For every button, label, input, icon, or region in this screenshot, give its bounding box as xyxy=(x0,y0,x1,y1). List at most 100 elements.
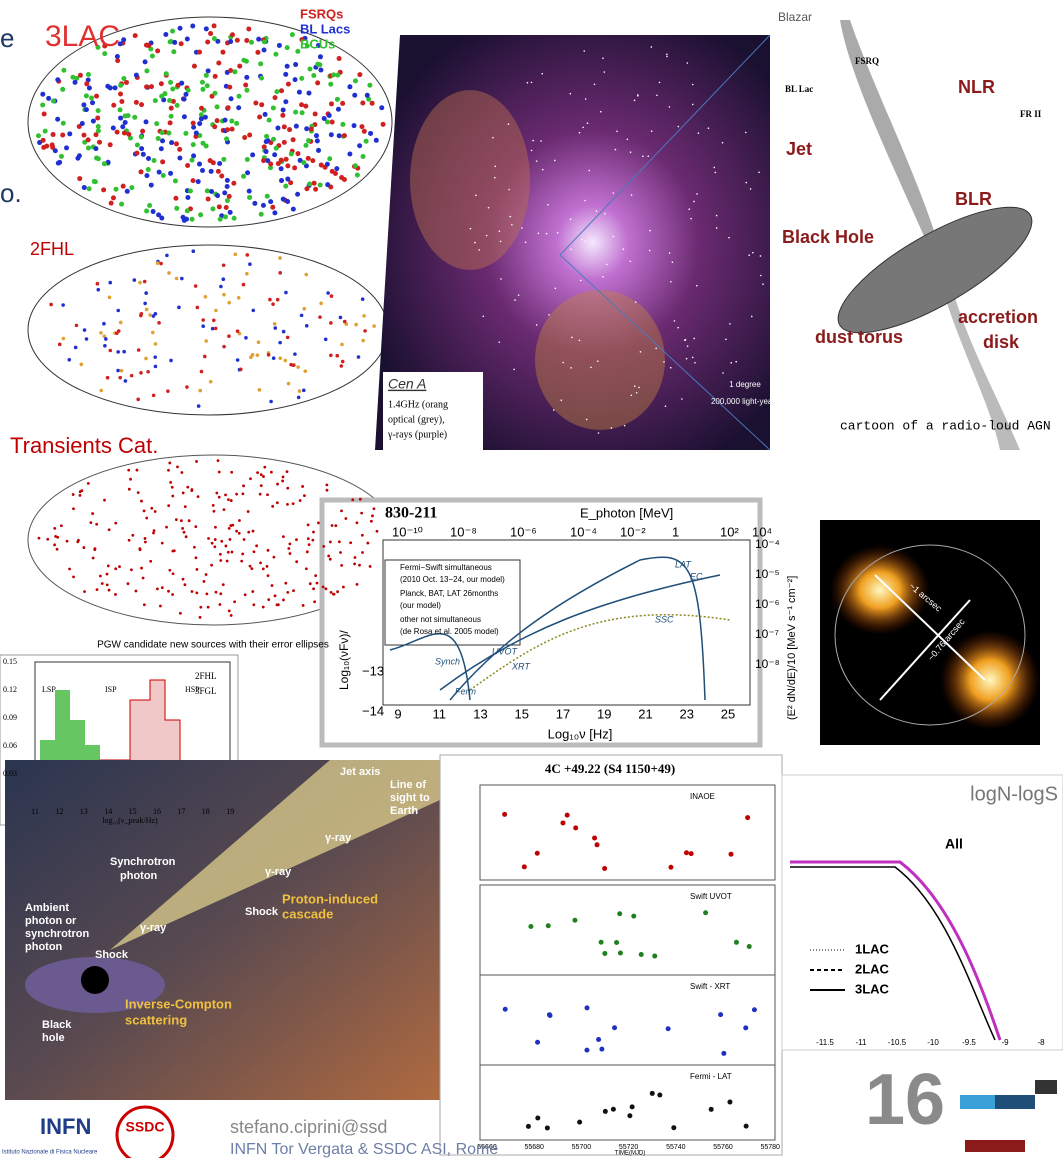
sky-dot xyxy=(156,261,160,265)
tick-label: 11 xyxy=(433,706,447,721)
sky-dot xyxy=(116,309,120,313)
sky-dot xyxy=(557,232,559,234)
sky-dot xyxy=(283,359,287,363)
sky-dot xyxy=(602,276,604,278)
sky-dot xyxy=(536,160,538,162)
sky-dot xyxy=(200,80,205,85)
sky-dot xyxy=(40,102,45,107)
sky-dot xyxy=(80,121,85,126)
deco-bar xyxy=(1035,1080,1057,1094)
sky-dot xyxy=(361,339,365,343)
sky-dot xyxy=(81,102,86,107)
sky-dot xyxy=(340,564,343,567)
sky-dot xyxy=(216,60,221,65)
sky-dot xyxy=(482,316,484,318)
radio-blob xyxy=(940,630,1040,730)
sky-dot xyxy=(358,564,361,567)
sky-dot xyxy=(280,113,285,118)
sky-dot xyxy=(197,50,202,55)
sky-dot xyxy=(169,114,174,119)
sky-dot xyxy=(108,296,112,300)
sky-dot xyxy=(318,315,322,319)
sky-dot xyxy=(222,583,225,586)
sky-dot xyxy=(239,368,243,372)
sky-dot xyxy=(145,517,148,520)
sky-dot xyxy=(327,113,332,118)
sky-dot xyxy=(587,122,589,124)
sky-dot xyxy=(341,360,345,364)
sky-dot xyxy=(214,538,217,541)
data-point xyxy=(546,923,551,928)
sky-dot xyxy=(226,105,231,110)
sky-dot xyxy=(546,233,548,235)
sky-dot xyxy=(276,298,280,302)
sky-dot xyxy=(326,291,330,295)
sky-dot xyxy=(219,553,222,556)
sky-dot xyxy=(638,387,640,389)
tick-label: 17 xyxy=(177,807,185,816)
tick-label: 14 xyxy=(104,807,112,816)
sky-dot xyxy=(235,38,240,43)
sky-dot xyxy=(181,527,184,530)
sky-dot xyxy=(267,353,271,357)
panel-label: INAOE xyxy=(690,792,715,801)
sky-dot xyxy=(687,345,689,347)
sky-dot xyxy=(159,216,164,221)
logo-text: INFN xyxy=(40,1114,91,1139)
sky-dot xyxy=(597,360,599,362)
sky-dot xyxy=(349,541,352,544)
sky-dot xyxy=(279,178,284,183)
sky-dot xyxy=(56,548,59,551)
sky-dot xyxy=(313,111,318,116)
region-label: LSP xyxy=(42,685,56,694)
sky-dot xyxy=(329,558,332,561)
curve-label: SSC xyxy=(655,614,674,624)
sky-dot xyxy=(514,299,516,301)
sky-dot xyxy=(230,471,233,474)
sky-dot xyxy=(91,119,96,124)
sky-dot xyxy=(134,100,139,105)
diagram-label: photon xyxy=(120,870,158,882)
sky-dot xyxy=(81,133,86,138)
sky-dot xyxy=(259,493,262,496)
sky-dot xyxy=(196,179,201,184)
sky-dot xyxy=(159,605,162,608)
sky-dot xyxy=(264,149,269,154)
sky-dot xyxy=(686,358,688,360)
sky-dot xyxy=(340,122,345,127)
caption: γ-rays (purple) xyxy=(387,429,447,440)
sky-dot xyxy=(228,68,233,73)
sky-dot xyxy=(174,206,179,211)
diagram-label: Synchrotron xyxy=(110,856,176,868)
tick-label: 10² xyxy=(720,524,739,539)
sky-dot xyxy=(299,76,304,81)
sky-dot xyxy=(262,475,265,478)
sky-dot xyxy=(281,108,286,113)
sky-dot xyxy=(642,155,644,157)
sky-dot xyxy=(225,127,230,132)
sky-dot xyxy=(322,545,325,548)
sky-dot xyxy=(96,124,101,129)
sky-dot xyxy=(594,84,596,86)
sky-dot xyxy=(267,574,270,577)
sky-dot xyxy=(602,57,604,59)
sky-dot xyxy=(326,489,329,492)
plot-title: 830-211 xyxy=(385,505,437,522)
sky-dot xyxy=(367,83,372,88)
sky-dot xyxy=(72,507,75,510)
sky-dot xyxy=(168,39,173,44)
sky-dot xyxy=(200,87,205,92)
data-point xyxy=(592,835,597,840)
sky-dot xyxy=(171,495,174,498)
sky-dot xyxy=(356,521,359,524)
sky-dot xyxy=(197,404,201,408)
sky-dot xyxy=(265,138,270,143)
sky-dot xyxy=(267,549,270,552)
sky-dot xyxy=(225,178,230,183)
sky-dot xyxy=(83,590,86,593)
sky-dot xyxy=(196,568,199,571)
sky-dot xyxy=(184,505,187,508)
sky-dot xyxy=(194,284,198,288)
sky-dot xyxy=(647,155,649,157)
black-hole xyxy=(81,966,109,994)
